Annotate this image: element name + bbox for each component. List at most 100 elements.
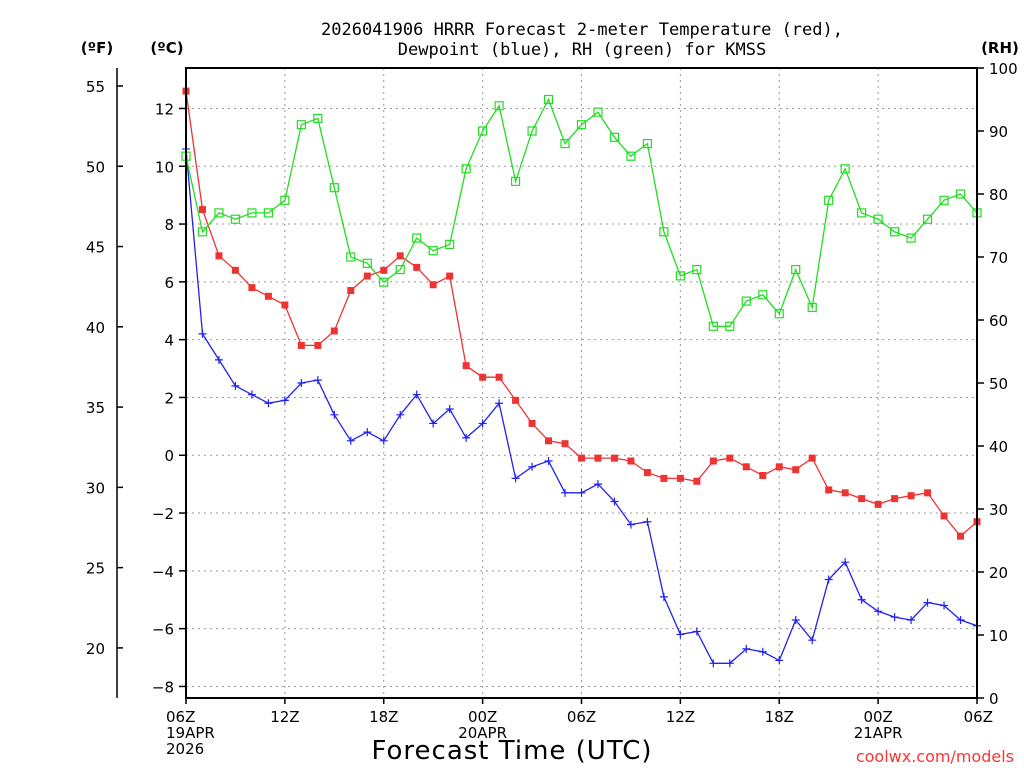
rh-point	[445, 239, 455, 249]
dewpoint-point	[692, 627, 701, 636]
rh-point	[922, 214, 933, 224]
celsius-tick-label: −4	[152, 563, 174, 581]
dewpoint-point	[940, 601, 949, 610]
dewpoint-point	[561, 488, 570, 497]
temperature-point	[264, 292, 272, 300]
temperature-point	[429, 281, 437, 289]
temperature-point	[660, 474, 668, 482]
x-axis-title: Forecast Time (UTC)	[371, 736, 652, 766]
celsius-axis-label: (ºC)	[150, 39, 183, 57]
temperature-point	[627, 457, 635, 465]
rh-tick-label: 10	[989, 627, 1008, 645]
rh-point	[197, 227, 208, 237]
temperature-point	[841, 489, 849, 497]
dewpoint-point	[626, 520, 635, 529]
dewpoint-point	[478, 419, 487, 428]
dewpoint-point	[874, 607, 883, 616]
rh-point	[428, 246, 438, 256]
temperature-point	[281, 301, 289, 309]
dewpoint-point	[231, 381, 240, 390]
temperature-point	[231, 266, 239, 274]
temperature-point	[215, 252, 223, 260]
rh-point	[346, 252, 356, 262]
rh-point	[527, 126, 537, 136]
dewpoint-point	[462, 433, 471, 442]
dewpoint-point	[923, 598, 932, 607]
temperature-series	[182, 87, 981, 540]
temperature-point	[825, 486, 833, 494]
dewpoint-point	[742, 644, 751, 653]
temperature-point	[726, 454, 734, 462]
celsius-tick-label: 6	[164, 274, 174, 292]
celsius-tick-label: 8	[164, 216, 174, 234]
time-tick-label: 12Z	[270, 708, 299, 726]
fahrenheit-tick-label: 45	[86, 239, 105, 257]
rh-point	[873, 214, 883, 224]
dewpoint-point	[824, 575, 833, 584]
temperature-point	[528, 419, 536, 427]
plot-frame	[185, 67, 978, 699]
celsius-tick-label: −6	[152, 621, 174, 639]
dewpoint-point	[544, 457, 553, 466]
fahrenheit-tick-label: 40	[86, 319, 105, 337]
fahrenheit-axis: 20 25 30 35 40 45 50 55	[86, 68, 123, 698]
rh-point	[395, 265, 405, 275]
time-tick-label: 21APR	[854, 724, 903, 742]
dewpoint-point	[791, 615, 800, 624]
dewpoint-point	[758, 647, 767, 656]
time-tick-label: 06Z	[567, 708, 596, 726]
rh-point	[725, 321, 735, 331]
dewpoint-point	[775, 656, 784, 665]
temperature-point	[347, 287, 355, 295]
rh-point	[626, 151, 636, 161]
rh-axis: 0 10 20 30 40 50 60 70 80 90 100	[977, 60, 1018, 708]
temperature-point	[676, 474, 684, 482]
dewpoint-point	[445, 405, 454, 414]
rh-point	[609, 132, 620, 142]
celsius-tick-label: −8	[152, 678, 174, 696]
time-tick-label: 19APR	[166, 724, 215, 742]
dewpoint-point	[280, 396, 289, 405]
rh-line	[185, 97, 978, 327]
temperature-point	[314, 341, 322, 349]
time-tick-label: 06Z	[166, 708, 195, 726]
rh-point	[329, 183, 339, 193]
rh-point	[510, 176, 521, 186]
celsius-tick-label: 2	[164, 389, 174, 407]
rh-point	[478, 126, 488, 136]
rh-point	[708, 321, 718, 331]
rh-point	[263, 208, 273, 218]
fahrenheit-tick-label: 20	[86, 640, 105, 658]
dewpoint-point	[412, 390, 421, 399]
rh-point	[379, 277, 389, 287]
rh-point	[280, 195, 290, 205]
temperature-point	[594, 454, 602, 462]
dewpoint-point	[346, 436, 355, 445]
temperature-point	[330, 327, 338, 335]
rh-tick-label: 60	[989, 312, 1008, 330]
series-layer	[181, 87, 982, 668]
dewpoint-point	[907, 615, 916, 624]
temperature-point	[446, 272, 454, 280]
rh-tick-label: 40	[989, 438, 1008, 456]
time-tick-label: 00Z	[863, 708, 892, 726]
fahrenheit-tick-label: 35	[86, 399, 105, 417]
rh-point	[214, 208, 224, 218]
dewpoint-point	[857, 595, 866, 604]
rh-point	[461, 164, 471, 174]
dewpoint-point	[808, 636, 817, 645]
time-tick-label: 20APR	[458, 724, 507, 742]
rh-tick-label: 90	[989, 123, 1008, 141]
celsius-axis: −8 −6 −4 −2 0 2 4 6 8 10 12	[152, 100, 186, 696]
dewpoint-point	[577, 488, 586, 497]
rh-point	[824, 195, 834, 205]
dewpoint-point	[725, 659, 734, 668]
dewpoint-point	[247, 390, 256, 399]
temperature-point	[874, 500, 882, 508]
temperature-point	[742, 463, 750, 471]
dewpoint-point	[396, 410, 405, 419]
rh-point	[807, 302, 817, 312]
dewpoint-series	[182, 144, 981, 668]
rh-point	[890, 227, 900, 237]
credit-text: coolwx.com/models	[856, 747, 1014, 766]
